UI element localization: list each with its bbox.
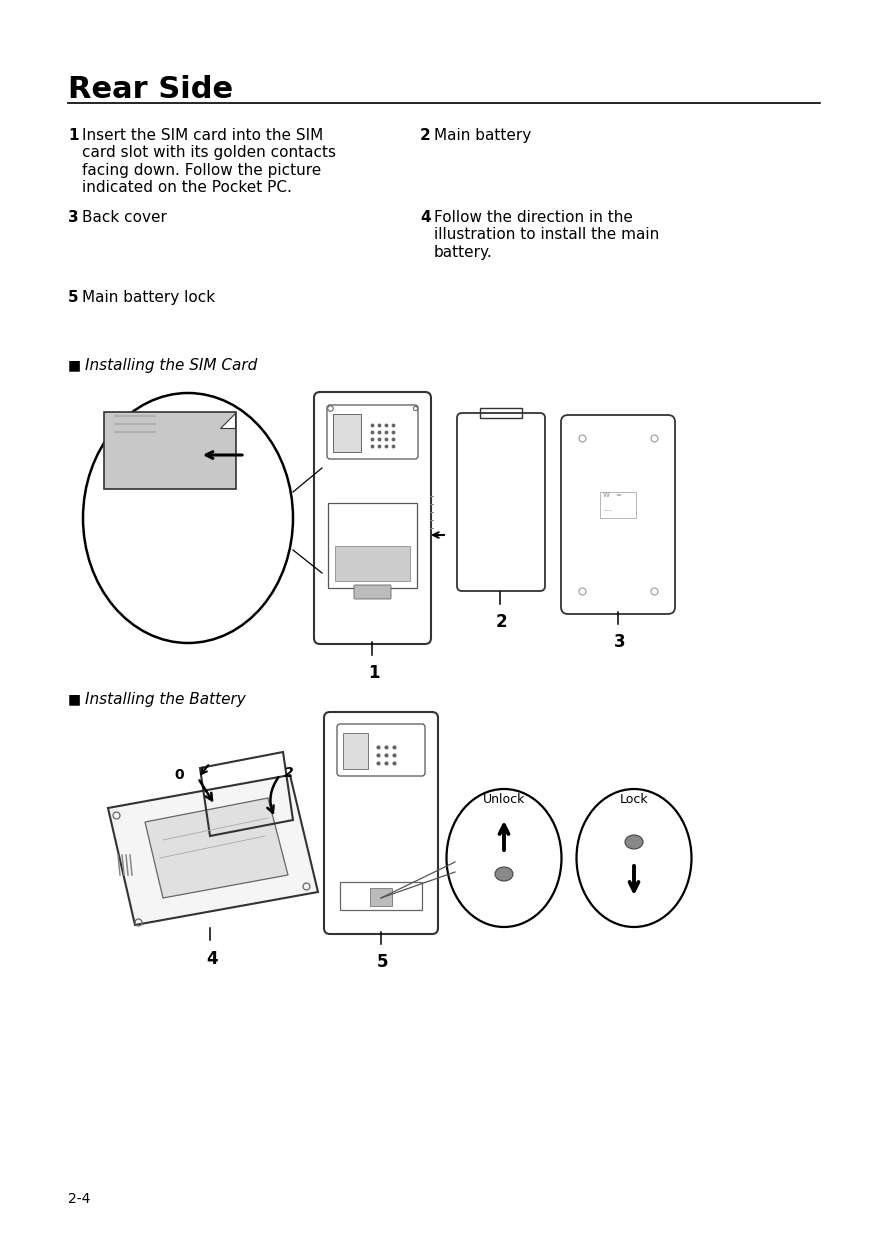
Text: Unlock: Unlock	[483, 794, 525, 806]
Text: Lock: Lock	[620, 794, 648, 806]
Polygon shape	[145, 799, 288, 898]
Bar	[333, 413, 361, 452]
Text: 2: 2	[496, 613, 508, 631]
Text: 3: 3	[68, 210, 78, 225]
Ellipse shape	[625, 834, 643, 849]
Bar	[343, 733, 368, 769]
Text: 1: 1	[68, 128, 78, 144]
Text: 2-4: 2-4	[68, 1192, 91, 1206]
Ellipse shape	[495, 867, 513, 881]
Text: Rear Side: Rear Side	[68, 76, 233, 104]
Bar	[335, 546, 410, 581]
Bar	[370, 888, 392, 906]
Text: Installing the SIM Card: Installing the SIM Card	[85, 358, 257, 373]
Text: Main battery: Main battery	[434, 128, 531, 144]
FancyBboxPatch shape	[354, 586, 391, 599]
Text: Follow the direction in the
illustration to install the main
battery.: Follow the direction in the illustration…	[434, 210, 659, 260]
Bar	[335, 546, 410, 581]
Text: 4: 4	[420, 210, 431, 225]
Polygon shape	[108, 775, 318, 925]
Text: 5: 5	[377, 953, 389, 971]
Text: 1: 1	[368, 664, 379, 682]
FancyBboxPatch shape	[104, 412, 236, 489]
Text: Insert the SIM card into the SIM
card slot with its golden contacts
facing down.: Insert the SIM card into the SIM card sl…	[82, 128, 336, 196]
Text: ■: ■	[68, 358, 81, 371]
Bar	[340, 881, 422, 910]
Text: ■: ■	[68, 692, 81, 706]
Polygon shape	[220, 413, 235, 428]
Text: =: =	[615, 491, 621, 498]
Text: Installing the Battery: Installing the Battery	[85, 692, 246, 707]
Text: 3: 3	[614, 633, 625, 651]
Text: 5: 5	[68, 290, 78, 305]
Bar	[480, 409, 522, 418]
Text: Back cover: Back cover	[82, 210, 167, 225]
Text: ___: ___	[603, 505, 611, 511]
Text: 2: 2	[284, 766, 294, 780]
Text: 0: 0	[174, 768, 184, 782]
Text: Main battery lock: Main battery lock	[82, 290, 215, 305]
Bar	[328, 503, 417, 588]
Text: 4: 4	[206, 950, 218, 968]
Text: W: W	[603, 491, 610, 498]
Text: 2: 2	[420, 128, 431, 144]
